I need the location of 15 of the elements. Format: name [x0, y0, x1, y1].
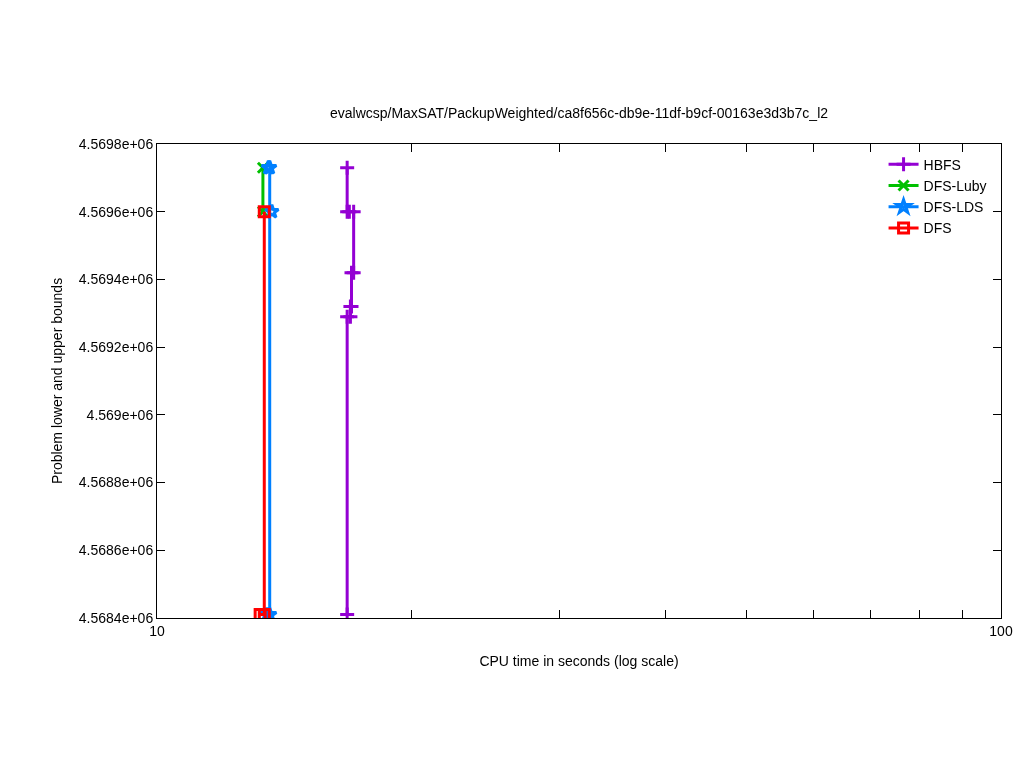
- legend-label: HBFS: [923, 156, 961, 173]
- y-tick-label: 4.569e+06: [86, 406, 154, 423]
- x-tick-label: 100: [989, 622, 1013, 639]
- x-axis-title: CPU time in seconds (log scale): [479, 653, 679, 670]
- chart-title: evalwcsp/MaxSAT/PackupWeighted/ca8f656c-db9e-11df-b9cf-00163e3d3b7c_l2: [329, 104, 829, 121]
- y-tick-label: 4.5692e+06: [78, 339, 154, 356]
- legend-label: DFS-LDS: [923, 199, 984, 216]
- y-tick-label: 4.5688e+06: [78, 474, 154, 491]
- y-tick-label: 4.5698e+06: [78, 135, 154, 152]
- y-axis-title: Problem lower and upper bounds: [49, 277, 66, 485]
- legend-label: DFS-Luby: [923, 178, 987, 194]
- y-tick-label: 4.5696e+06: [78, 203, 154, 220]
- legend-label: DFS: [923, 220, 952, 237]
- y-tick-label: 4.5694e+06: [78, 271, 154, 288]
- y-tick-label: 4.5686e+06: [78, 542, 154, 559]
